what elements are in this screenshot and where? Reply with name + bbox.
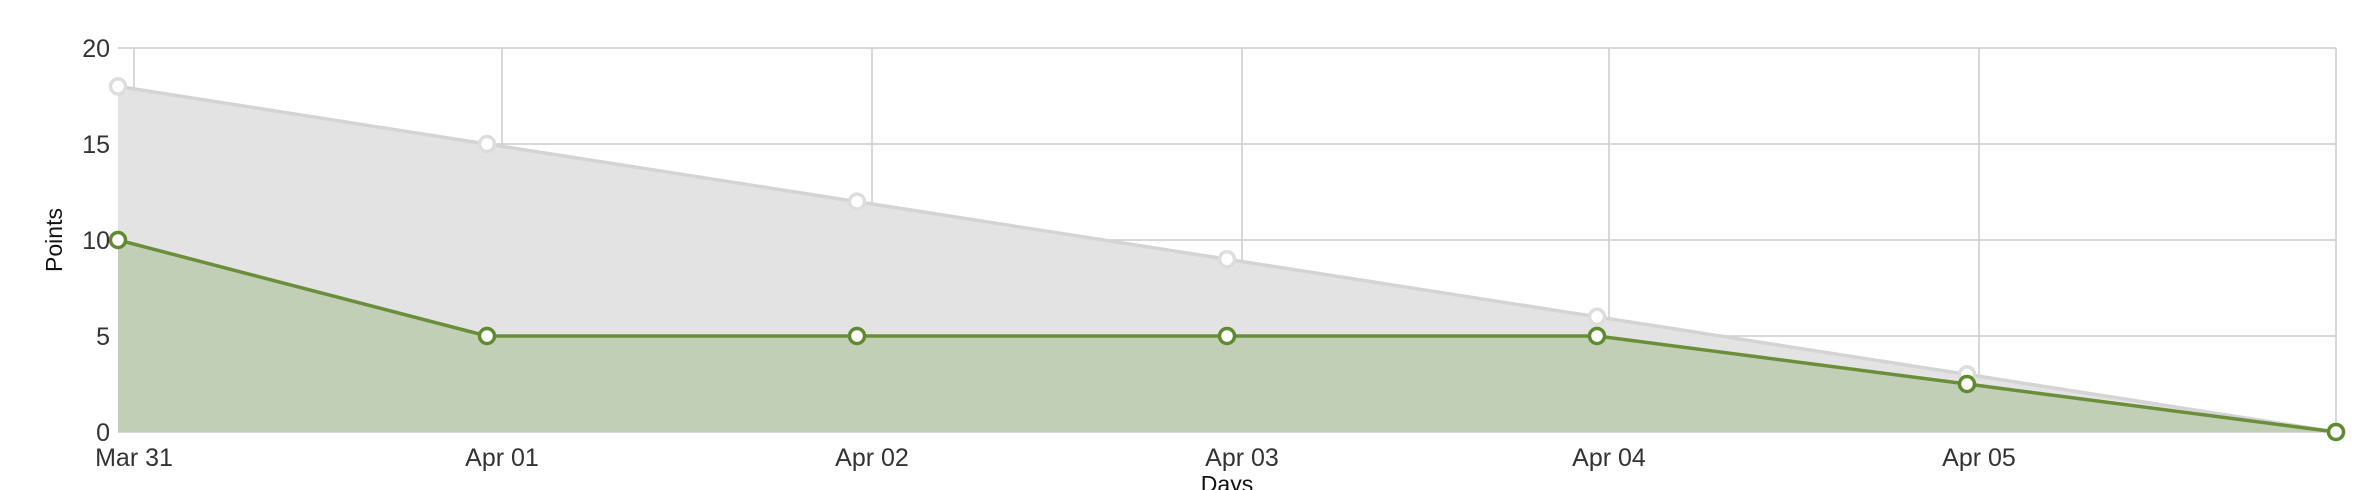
ideal-point — [477, 134, 497, 154]
y-tick-label: 20 — [82, 35, 110, 63]
ideal-point — [1217, 249, 1237, 269]
actual-point — [108, 230, 128, 250]
x-tick-label: Apr 03 — [1205, 444, 1279, 472]
x-tick-label: Apr 02 — [835, 444, 909, 472]
y-tick-label: 15 — [82, 131, 110, 159]
actual-point — [1217, 326, 1237, 346]
x-tick-label: Mar 31 — [95, 444, 173, 472]
y-tick-label: 5 — [96, 323, 110, 351]
actual-point — [847, 326, 867, 346]
ideal-point — [1587, 307, 1607, 327]
actual-point — [2326, 422, 2346, 442]
y-tick-label: 0 — [96, 419, 110, 447]
x-tick-label: Apr 01 — [465, 444, 539, 472]
x-axis-title: Days — [1201, 471, 1253, 490]
series-markers — [108, 77, 2346, 442]
actual-point — [1957, 374, 1977, 394]
actual-point — [1587, 326, 1607, 346]
actual-point — [477, 326, 497, 346]
ideal-point — [847, 192, 867, 211]
x-tick-label: Apr 05 — [1942, 444, 2016, 472]
tick-labels: 0 5 10 15 20 Mar 31 Apr 01 Apr 02 Apr 03 Apr 04 Ap… — [82, 35, 2016, 472]
ideal-point — [108, 77, 128, 96]
y-axis-title: Points — [41, 208, 67, 272]
y-tick-label: 10 — [82, 227, 110, 255]
x-tick-label: Apr 04 — [1572, 444, 1646, 472]
